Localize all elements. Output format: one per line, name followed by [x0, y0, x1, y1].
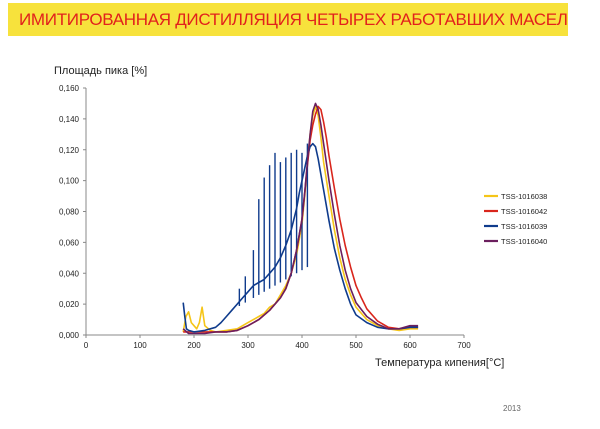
y-tick-label: 0,020 [59, 300, 80, 309]
series-line-TSS-1016042 [183, 105, 419, 333]
legend-label: TSS-1016042 [501, 207, 547, 216]
series-line-TSS-1016038 [182, 105, 419, 333]
y-tick-label: 0,140 [59, 115, 80, 124]
x-tick-label: 400 [295, 341, 309, 350]
series-line-TSS-1016040 [182, 102, 419, 335]
x-tick-label: 200 [187, 341, 201, 350]
x-tick-label: 600 [403, 341, 417, 350]
x-tick-label: 300 [241, 341, 255, 350]
x-tick-label: 100 [133, 341, 147, 350]
y-tick-label: 0,080 [59, 208, 80, 217]
y-tick-label: 0,040 [59, 269, 80, 278]
y-axis-label: Площадь пика [%] [54, 65, 147, 77]
series-line-TSS-1016039 [182, 142, 419, 333]
legend-label: TSS-1016039 [501, 222, 547, 231]
x-tick-label: 500 [349, 341, 363, 350]
y-tick-label: 0,000 [59, 331, 80, 340]
y-tick-label: 0,100 [59, 177, 80, 186]
legend-label: TSS-1016038 [501, 192, 547, 201]
y-tick-label: 0,120 [59, 146, 80, 155]
legend-label: TSS-1016040 [501, 237, 547, 246]
page-title: ИМИТИРОВАННАЯ ДИСТИЛЛЯЦИЯ ЧЕТЫРЕХ РАБОТА… [19, 10, 568, 29]
y-tick-label: 0,060 [59, 238, 80, 247]
x-axis-label: Температура кипения[°C] [375, 357, 504, 369]
footer-year: 2013 [503, 404, 521, 413]
x-tick-label: 700 [457, 341, 471, 350]
x-tick-label: 0 [84, 341, 89, 350]
title-banner: ИМИТИРОВАННАЯ ДИСТИЛЛЯЦИЯ ЧЕТЫРЕХ РАБОТА… [8, 3, 568, 36]
y-tick-label: 0,160 [59, 84, 80, 93]
